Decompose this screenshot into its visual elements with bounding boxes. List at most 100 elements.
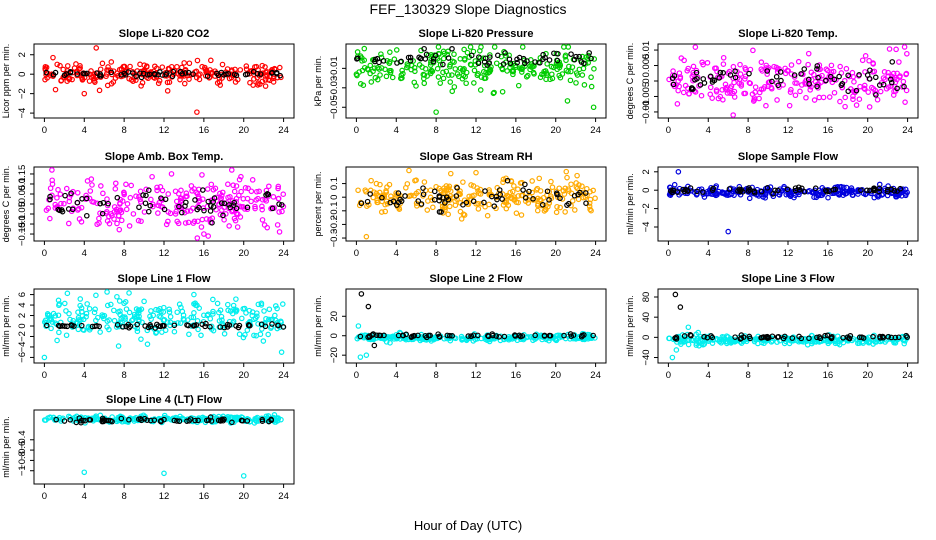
data-point (565, 44, 572, 50)
data-point (788, 71, 795, 77)
data-point (758, 188, 765, 195)
x-tick-label: 16 (511, 125, 522, 136)
data-point (112, 180, 119, 187)
data-point (870, 60, 876, 66)
data-point (866, 76, 873, 82)
data-point (195, 203, 201, 210)
data-point (579, 183, 585, 190)
y-tick-label: 4 (17, 302, 28, 307)
data-point (588, 55, 594, 62)
y-tick-label: 0 (329, 195, 340, 200)
data-point (368, 79, 375, 85)
data-point (737, 61, 743, 68)
data-point (738, 332, 745, 338)
data-point (199, 63, 205, 70)
data-point (421, 45, 427, 52)
data-point (672, 291, 679, 298)
data-point (263, 315, 269, 322)
data-point (515, 186, 521, 193)
y-tick-label: −4 (17, 108, 28, 119)
data-point (77, 296, 84, 302)
data-point (363, 188, 369, 195)
data-point (143, 186, 149, 193)
data-point (233, 183, 240, 189)
data-point (270, 79, 277, 85)
data-point (260, 338, 267, 344)
plot-frame (657, 288, 919, 364)
x-tick-label: 8 (745, 125, 750, 136)
data-point (231, 188, 238, 195)
x-tick-label: 24 (278, 248, 289, 259)
data-point (574, 172, 580, 179)
data-point (130, 211, 137, 217)
black-series-points (358, 177, 589, 215)
data-point (493, 333, 500, 339)
data-point (586, 203, 593, 210)
data-point (839, 80, 846, 87)
panel-title: Slope Line 4 (LT) Flow (106, 394, 222, 406)
data-point (234, 224, 241, 230)
data-point (681, 57, 687, 64)
data-point (877, 335, 883, 341)
y-tick-label: −0.15 (17, 222, 28, 246)
data-point (435, 44, 442, 50)
data-point (511, 332, 518, 338)
data-point (47, 215, 53, 222)
data-point (256, 188, 262, 195)
data-point (56, 329, 62, 336)
series-points (354, 323, 598, 360)
data-point (768, 339, 775, 345)
data-point (363, 352, 370, 358)
x-tick-label: 16 (511, 248, 522, 259)
data-point (449, 45, 455, 52)
data-point (687, 332, 694, 338)
data-point (275, 183, 282, 190)
data-point (865, 89, 872, 95)
black-series-points (53, 414, 275, 426)
data-point (280, 324, 287, 330)
x-tick-label: 0 (354, 370, 359, 381)
data-point (824, 332, 831, 339)
data-point (195, 326, 201, 333)
data-point (259, 416, 265, 423)
data-point (825, 194, 831, 201)
data-point (704, 59, 711, 66)
data-point (155, 210, 161, 216)
data-point (866, 104, 873, 110)
data-point (414, 203, 420, 209)
data-point (709, 340, 716, 346)
x-tick-label: 20 (862, 125, 873, 136)
data-point (118, 66, 125, 73)
data-point (882, 76, 888, 83)
data-point (233, 210, 240, 217)
data-point (826, 188, 832, 195)
data-point (185, 219, 192, 226)
data-point (518, 212, 525, 218)
data-point (65, 206, 72, 212)
data-point (245, 185, 251, 192)
x-tick-label: 24 (590, 248, 601, 259)
data-point (561, 332, 567, 339)
data-point (437, 80, 444, 86)
data-point (141, 67, 148, 74)
data-point (700, 61, 706, 68)
data-point (741, 90, 747, 97)
data-point (569, 198, 576, 204)
data-point (384, 200, 391, 207)
data-point (165, 191, 172, 197)
data-point (894, 85, 900, 92)
data-point (367, 191, 373, 197)
data-point (194, 235, 201, 241)
data-point (518, 192, 525, 199)
data-point (560, 188, 567, 194)
data-point (713, 65, 719, 71)
data-point (43, 417, 49, 423)
data-point (181, 60, 187, 66)
panels: Slope Li-820 CO2 Licor ppm per min. 0 4 8 12 1… (1, 28, 919, 502)
data-point (446, 203, 453, 210)
data-point (204, 417, 210, 424)
data-point (123, 206, 130, 213)
data-point (556, 335, 562, 341)
data-point (424, 73, 430, 79)
data-point (485, 332, 491, 339)
